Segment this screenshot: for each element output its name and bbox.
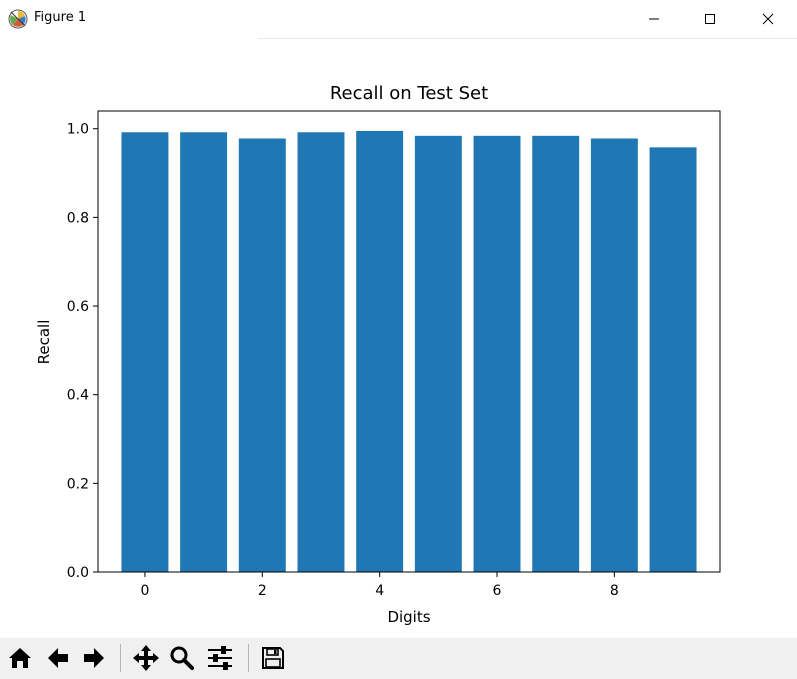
x-tick-label: 6	[493, 583, 502, 599]
configure-subplots-button[interactable]	[205, 643, 235, 673]
y-tick-label: 0.6	[67, 299, 89, 315]
pan-icon	[133, 645, 159, 671]
minimize-icon	[649, 18, 659, 20]
y-tick-label: 0.0	[67, 565, 89, 581]
bar-digit-0	[121, 132, 169, 572]
maximize-icon	[705, 14, 715, 24]
back-button[interactable]	[43, 643, 73, 673]
y-axis-label: Recall	[35, 320, 53, 365]
bar-digit-8	[590, 138, 638, 572]
title-bar-divider	[258, 38, 797, 39]
home-button[interactable]	[5, 643, 35, 673]
x-tick-label: 0	[140, 583, 149, 599]
y-tick-label: 0.8	[67, 210, 89, 226]
matplotlib-logo-icon	[8, 9, 28, 29]
toolbar-separator	[248, 644, 249, 672]
close-icon	[762, 13, 774, 25]
x-axis-label: Digits	[387, 608, 430, 626]
bar-digit-3	[297, 132, 345, 572]
bar-digit-1	[180, 132, 228, 572]
home-icon	[9, 648, 31, 668]
forward-button[interactable]	[79, 643, 109, 673]
zoom-icon	[170, 646, 194, 670]
window-title: Figure 1	[34, 10, 87, 25]
bar-digit-4	[356, 130, 404, 572]
y-tick-label: 0.4	[67, 388, 89, 404]
toolbar-separator	[120, 644, 121, 672]
save-button[interactable]	[258, 643, 288, 673]
chart-title: Recall on Test Set	[330, 83, 488, 104]
x-axis: 0 2 4 6 8	[140, 572, 619, 599]
bars-group	[121, 130, 697, 573]
maximize-button[interactable]	[687, 0, 733, 38]
pan-button[interactable]	[131, 643, 161, 673]
forward-arrow-icon	[84, 648, 104, 668]
x-tick-label: 4	[375, 583, 384, 599]
bar-digit-9	[649, 147, 697, 572]
x-tick-label: 2	[258, 583, 267, 599]
back-arrow-icon	[48, 648, 68, 668]
minimize-button[interactable]	[631, 0, 677, 38]
bar-chart: Recall on Test Set 0.0 0.2 0.4 0.6 0.8 1.0 0 2…	[35, 83, 721, 626]
bar-digit-7	[532, 135, 580, 573]
close-button[interactable]	[745, 0, 791, 38]
title-bar: Figure 1	[0, 0, 797, 39]
x-tick-label: 8	[610, 583, 619, 599]
bar-digit-5	[414, 135, 462, 573]
configure-subplots-icon	[208, 646, 232, 670]
bar-digit-6	[473, 135, 521, 573]
y-tick-label: 0.2	[67, 476, 89, 492]
save-icon	[262, 647, 284, 669]
bar-digit-2	[238, 138, 286, 572]
y-tick-label: 1.0	[67, 122, 89, 138]
figure-canvas[interactable]: Recall on Test Set 0.0 0.2 0.4 0.6 0.8 1.0 0 2…	[0, 39, 797, 638]
plot-frame	[97, 110, 721, 573]
y-axis: 0.0 0.2 0.4 0.6 0.8 1.0	[67, 122, 98, 581]
navigation-toolbar	[0, 638, 797, 679]
zoom-button[interactable]	[167, 643, 197, 673]
